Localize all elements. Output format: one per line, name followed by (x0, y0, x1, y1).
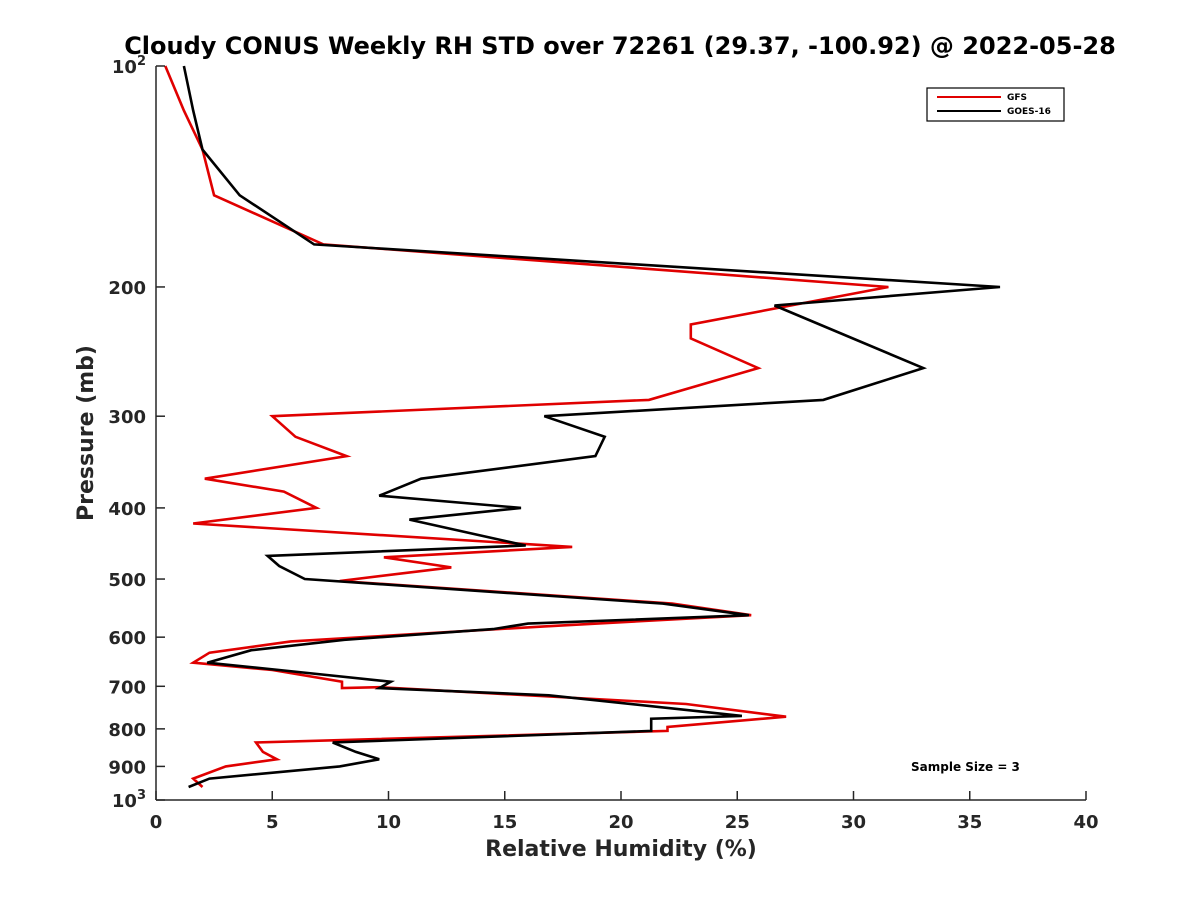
y-tick-label: 700 (108, 677, 146, 698)
legend: GFS GOES-16 (926, 87, 1065, 122)
y-tick-label: 300 (108, 407, 146, 428)
y-tick-label: 800 (108, 720, 146, 741)
legend-label-goes16: GOES-16 (1007, 107, 1051, 117)
y-tick-label: 200 (108, 278, 146, 299)
x-tick-label: 25 (725, 812, 750, 833)
y-ticks: 102 200 300 400 500 600 700 800 900 103 (108, 54, 165, 812)
x-tick-label: 20 (608, 812, 633, 833)
plot-area: 0 5 10 15 20 25 30 35 40 102 200 300 400 500 600 700 80… (108, 54, 1098, 833)
y-tick-label: 500 (108, 570, 146, 591)
legend-label-gfs: GFS (1007, 93, 1027, 103)
x-tick-label: 30 (841, 812, 866, 833)
y-tick-label: 400 (108, 499, 146, 520)
series-layer (164, 65, 1001, 789)
x-tick-label: 5 (266, 812, 279, 833)
sample-size-annotation: Sample Size = 3 (911, 760, 1020, 774)
chart-title: Cloudy CONUS Weekly RH STD over 72261 (2… (124, 32, 1116, 60)
y-tick-label: 102 (112, 54, 146, 78)
x-ticks: 0 5 10 15 20 25 30 35 40 (150, 791, 1099, 833)
x-axis-label: Relative Humidity (%) (485, 837, 757, 862)
y-tick-label: 900 (108, 757, 146, 778)
y-tick-label: 600 (108, 628, 146, 649)
x-tick-label: 40 (1073, 812, 1098, 833)
y-axis-label: Pressure (mb) (74, 345, 99, 521)
x-tick-label: 10 (376, 812, 401, 833)
x-tick-label: 0 (150, 812, 163, 833)
legend-box (926, 87, 1065, 122)
plot-background (156, 66, 1086, 800)
series-line-goes16 (182, 65, 1001, 789)
y-tick-label: 103 (112, 788, 146, 812)
x-tick-label: 35 (957, 812, 982, 833)
x-tick-label: 15 (492, 812, 517, 833)
